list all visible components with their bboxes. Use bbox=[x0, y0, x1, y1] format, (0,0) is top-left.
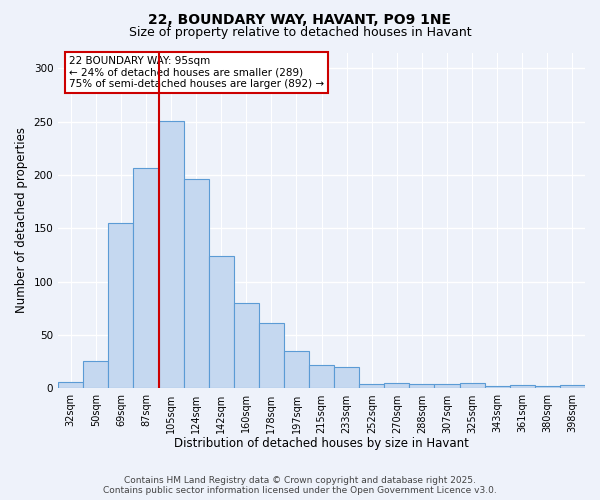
Bar bbox=[158, 121, 184, 388]
Bar bbox=[309, 365, 334, 388]
Bar bbox=[359, 384, 385, 388]
Bar bbox=[259, 324, 284, 388]
Bar bbox=[334, 367, 359, 388]
Bar bbox=[234, 303, 259, 388]
Bar bbox=[409, 384, 434, 388]
Bar bbox=[209, 256, 234, 388]
Y-axis label: Number of detached properties: Number of detached properties bbox=[15, 128, 28, 314]
Bar bbox=[510, 386, 535, 388]
Bar bbox=[133, 168, 158, 388]
Bar bbox=[485, 386, 510, 388]
Bar bbox=[58, 382, 83, 388]
Bar bbox=[535, 386, 560, 388]
Bar bbox=[184, 180, 209, 388]
Bar bbox=[109, 223, 133, 388]
Bar bbox=[83, 360, 109, 388]
Bar bbox=[385, 383, 409, 388]
Bar bbox=[560, 386, 585, 388]
Bar bbox=[284, 351, 309, 389]
Bar bbox=[460, 383, 485, 388]
Bar bbox=[434, 384, 460, 388]
Text: Size of property relative to detached houses in Havant: Size of property relative to detached ho… bbox=[128, 26, 472, 39]
X-axis label: Distribution of detached houses by size in Havant: Distribution of detached houses by size … bbox=[174, 437, 469, 450]
Text: 22 BOUNDARY WAY: 95sqm
← 24% of detached houses are smaller (289)
75% of semi-de: 22 BOUNDARY WAY: 95sqm ← 24% of detached… bbox=[69, 56, 324, 89]
Text: Contains HM Land Registry data © Crown copyright and database right 2025.
Contai: Contains HM Land Registry data © Crown c… bbox=[103, 476, 497, 495]
Text: 22, BOUNDARY WAY, HAVANT, PO9 1NE: 22, BOUNDARY WAY, HAVANT, PO9 1NE bbox=[149, 12, 452, 26]
